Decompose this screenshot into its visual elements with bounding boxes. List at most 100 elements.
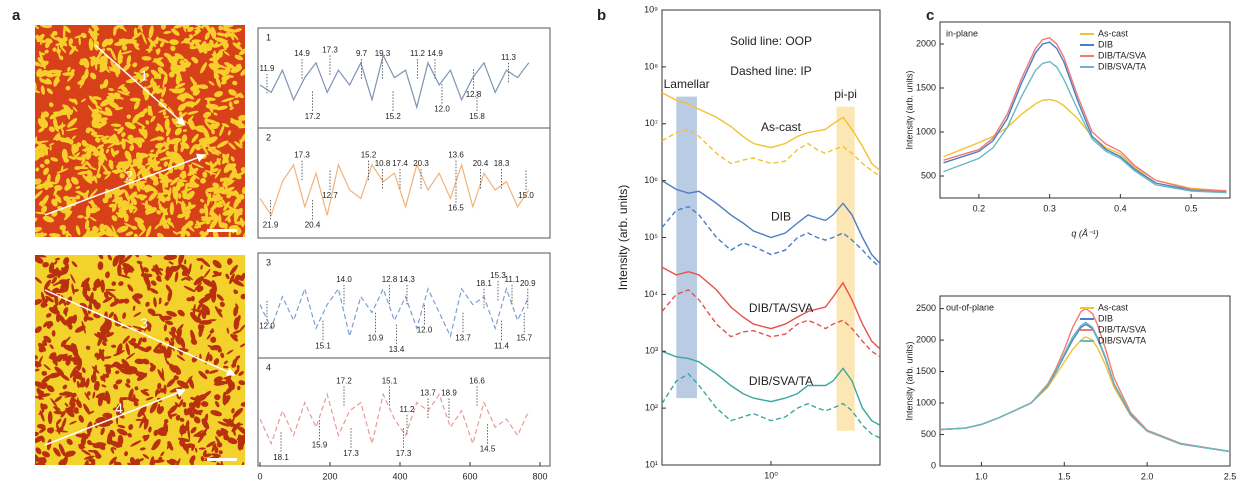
texture-blob bbox=[100, 375, 105, 381]
texture-blob bbox=[144, 207, 157, 214]
texture-blob bbox=[53, 410, 65, 415]
texture-blob bbox=[58, 443, 66, 457]
series-line bbox=[661, 205, 881, 268]
texture-blob bbox=[54, 193, 62, 204]
texture-blob bbox=[214, 394, 221, 401]
texture-blob bbox=[208, 125, 218, 129]
texture-blob bbox=[87, 31, 100, 36]
texture-blob bbox=[195, 447, 198, 453]
texture-blob bbox=[76, 380, 80, 389]
texture-blob bbox=[98, 117, 108, 123]
texture-blob bbox=[196, 308, 203, 321]
texture-blob bbox=[211, 443, 217, 453]
texture-blob bbox=[163, 384, 167, 395]
x-tick-label: 2.0 bbox=[1141, 471, 1154, 481]
arrow-label: 1 bbox=[140, 68, 148, 84]
texture-blob bbox=[156, 403, 161, 413]
texture-blob bbox=[178, 193, 182, 199]
texture-blob bbox=[90, 294, 94, 302]
texture-blob bbox=[88, 410, 95, 415]
annotation: 9.7 bbox=[356, 49, 368, 58]
texture-blob bbox=[35, 368, 40, 372]
texture-blob bbox=[119, 428, 124, 435]
texture-blob bbox=[163, 419, 169, 424]
texture-blob bbox=[129, 144, 135, 151]
texture-blob bbox=[239, 324, 245, 332]
texture-blob bbox=[125, 342, 130, 356]
texture-blob bbox=[60, 410, 66, 418]
y-tick-label: 2500 bbox=[916, 303, 936, 313]
texture-blob bbox=[84, 68, 89, 79]
texture-blob bbox=[184, 259, 187, 265]
texture-blob bbox=[191, 399, 197, 410]
texture-blob bbox=[91, 25, 99, 31]
texture-blob bbox=[209, 217, 219, 230]
texture-blob bbox=[40, 146, 48, 152]
texture-blob bbox=[168, 339, 175, 352]
texture-blob bbox=[35, 360, 42, 368]
texture-blob bbox=[109, 429, 116, 438]
texture-blob bbox=[63, 257, 70, 266]
annotation: 16.6 bbox=[469, 376, 485, 385]
texture-blob bbox=[38, 71, 48, 78]
texture-blob bbox=[137, 221, 146, 232]
texture-blob bbox=[138, 229, 146, 237]
texture-blob bbox=[41, 111, 46, 121]
texture-blob bbox=[163, 161, 169, 167]
texture-blob bbox=[216, 200, 224, 206]
texture-blob bbox=[239, 139, 243, 147]
texture-blob bbox=[172, 55, 181, 60]
texture-blob bbox=[213, 69, 219, 78]
texture-blob bbox=[176, 93, 190, 100]
texture-blob bbox=[134, 217, 145, 224]
x-tick-label: 600 bbox=[462, 471, 477, 481]
texture-blob bbox=[49, 372, 62, 378]
texture-blob bbox=[53, 447, 61, 457]
texture-blob bbox=[227, 130, 231, 136]
texture-blob bbox=[183, 58, 189, 63]
x-tick-label: 200 bbox=[322, 471, 337, 481]
texture-blob bbox=[190, 460, 194, 465]
texture-blob bbox=[173, 25, 186, 29]
texture-blob bbox=[147, 321, 152, 328]
texture-blob bbox=[209, 164, 213, 176]
y-tick-label: 1000 bbox=[916, 126, 936, 136]
texture-blob bbox=[35, 461, 38, 465]
texture-blob bbox=[239, 426, 245, 437]
texture-blob bbox=[47, 411, 53, 425]
texture-blob bbox=[64, 278, 70, 292]
x-tick-label: 10⁰ bbox=[764, 470, 778, 480]
texture-blob bbox=[129, 191, 138, 200]
texture-blob bbox=[135, 418, 143, 422]
texture-blob bbox=[92, 364, 97, 378]
texture-blob bbox=[188, 201, 192, 210]
texture-blob bbox=[166, 136, 171, 146]
texture-blob bbox=[239, 217, 245, 228]
texture-blob bbox=[165, 150, 171, 157]
texture-blob bbox=[174, 164, 180, 170]
series-line bbox=[939, 336, 1231, 453]
texture-blob bbox=[204, 119, 218, 124]
texture-blob bbox=[121, 201, 130, 209]
y-tick-label: 10⁴ bbox=[644, 289, 658, 299]
texture-blob bbox=[189, 163, 193, 173]
texture-blob bbox=[114, 40, 128, 46]
texture-blob bbox=[116, 225, 129, 233]
texture-blob bbox=[152, 180, 159, 186]
texture-blob bbox=[179, 61, 192, 69]
texture-blob bbox=[160, 25, 167, 30]
texture-blob bbox=[231, 278, 245, 287]
texture-blob bbox=[59, 224, 67, 231]
texture-blob bbox=[85, 316, 94, 321]
texture-blob bbox=[216, 32, 227, 37]
texture-blob bbox=[166, 341, 175, 353]
texture-blob bbox=[176, 380, 190, 389]
texture-blob bbox=[184, 101, 196, 107]
annotation: 11.2 bbox=[410, 49, 426, 58]
profile-label: 4 bbox=[266, 362, 271, 372]
texture-blob bbox=[124, 222, 136, 229]
texture-blob bbox=[117, 264, 122, 277]
texture-blob bbox=[174, 402, 180, 408]
texture-blob bbox=[240, 293, 245, 300]
annotation: 13.7 bbox=[420, 389, 436, 398]
